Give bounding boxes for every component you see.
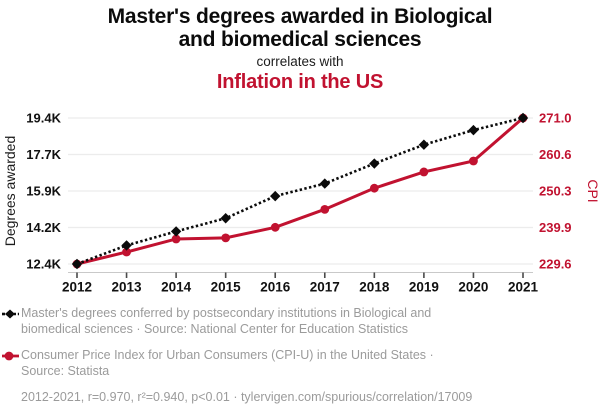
legend-label-masters-degrees: Master's degrees conferred by postsecond… (21, 305, 431, 337)
legend-item-masters-degrees: Master's degrees conferred by postsecond… (2, 305, 592, 337)
chart-subtitle: Inflation in the US (216, 71, 384, 93)
x-axis-year-label: 2020 (458, 280, 488, 295)
stats-footer: 2012-2021, r=0.970, r²=0.940, p<0.01 · t… (21, 390, 473, 404)
x-axis-year-label: 2013 (112, 280, 143, 295)
right-axis-tick-label: 229.6 (539, 257, 572, 272)
right-axis-tick-label: 250.3 (539, 184, 572, 199)
correlation-chart: 12.4K 229.6 14.2K 239.9 15.9K 250.3 17.7K 260.6… (2, 111, 600, 295)
data-point-diamond (220, 213, 231, 224)
chart-legend: Master's degrees conferred by postsecond… (2, 305, 592, 405)
title-line-1: Master's degrees awarded in Biological (107, 5, 493, 28)
data-point-circle (221, 233, 231, 243)
data-point-diamond (418, 139, 430, 150)
right-axis-tick-label: 260.6 (539, 147, 572, 162)
left-axis-tick-label: 14.2K (26, 220, 61, 235)
x-axis-year-label: 2014 (161, 280, 192, 295)
legend-masters-line-1: Master's degrees conferred by postsecond… (21, 306, 432, 320)
data-point-circle (419, 167, 429, 177)
x-axis-year-label: 2012 (62, 280, 92, 295)
right-axis-title: CPI (585, 179, 600, 202)
data-point-diamond (170, 226, 182, 237)
right-axis-tick-label: 239.9 (539, 220, 572, 235)
data-point-circle (270, 222, 280, 232)
x-axis-year-label: 2017 (310, 280, 340, 295)
legend-item-cpi: Consumer Price Index for Urban Consumers… (2, 347, 592, 379)
legend-label-cpi: Consumer Price Index for Urban Consumers… (21, 347, 434, 379)
x-axis-year-label: 2021 (508, 280, 539, 295)
masters-series-marker-icon (2, 309, 19, 319)
legend-masters-line-2: biomedical sciences · Source: National C… (21, 322, 408, 336)
data-point-diamond (270, 190, 281, 202)
x-axis-year-label: 2016 (260, 280, 291, 295)
data-point-diamond (468, 124, 479, 136)
legend-cpi-line-2: Source: Statista (21, 364, 110, 378)
data-point-circle (122, 247, 131, 257)
data-point-circle (469, 156, 478, 166)
title-line-2: and biomedical sciences (178, 28, 422, 51)
data-point-diamond (121, 240, 132, 251)
right-axis-tick-label: 271.0 (539, 111, 572, 126)
data-point-diamond (319, 178, 330, 189)
left-axis-tick-label: 17.7K (26, 147, 61, 162)
data-point-circle (171, 234, 181, 244)
x-axis-year-label: 2019 (409, 280, 439, 295)
left-axis-title: Degrees awarded (2, 136, 18, 247)
left-axis-tick-label: 15.9K (26, 184, 61, 199)
cpi-series-marker-icon (2, 351, 19, 361)
x-axis-year-label: 2018 (359, 280, 390, 295)
left-axis-tick-label: 19.4K (26, 111, 61, 126)
left-axis-tick-label: 12.4K (26, 257, 61, 272)
correlates-with-text: correlates with (256, 54, 344, 69)
data-point-diamond (369, 158, 380, 169)
series-line-diamond (76, 116, 524, 266)
data-point-circle (320, 204, 330, 214)
data-point-diamond (71, 258, 83, 270)
series-line-circle (76, 116, 524, 266)
x-axis-year-label: 2015 (211, 280, 242, 295)
legend-cpi-line-1: Consumer Price Index for Urban Consumers… (21, 348, 434, 362)
data-point-circle (369, 183, 379, 193)
chart-title: Master's degrees awarded in Biological a… (0, 5, 600, 51)
data-point-diamond (517, 112, 529, 124)
